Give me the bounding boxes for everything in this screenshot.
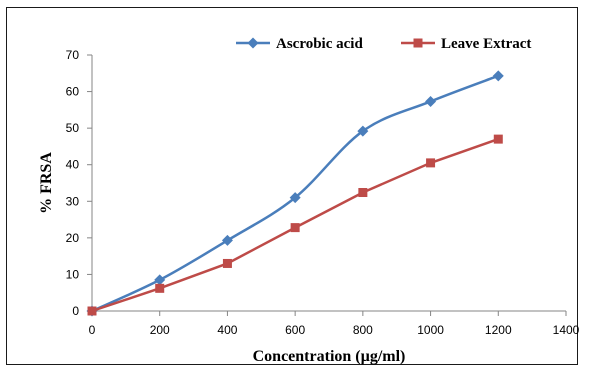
axes: 0 10 20 30 40 50 60 70 0 200 400 600 800 1000 1200 1400 [66,48,580,337]
y-tick-label: 0 [72,304,79,318]
x-tick-label: 1400 [553,323,580,337]
data-point [154,274,166,286]
y-tick-label: 70 [66,48,80,62]
data-point [358,188,368,198]
x-axis-title: Concentration (µg/ml) [253,348,406,365]
legend-swatch-marker [413,38,423,48]
chart-frame [6,7,578,365]
y-tick-label: 60 [66,85,80,99]
series-layer [86,70,504,317]
data-point [492,70,504,82]
legend-item: Ascrobic acid [236,36,363,52]
y-tick-label: 40 [66,158,80,172]
data-point [357,125,369,137]
series-ascrobic-acid [86,70,504,317]
x-tick-label: 200 [150,323,170,337]
y-tick-label: 20 [66,231,80,245]
data-point [221,234,233,246]
data-point [493,134,503,144]
x-tick-label: 400 [217,323,237,337]
data-point [289,192,301,204]
data-point [425,95,437,107]
x-tick-label: 600 [285,323,305,337]
y-tick-label: 10 [66,267,80,281]
data-point [426,158,436,168]
legend-label: Leave Extract [441,36,531,52]
x-tick-label: 800 [353,323,373,337]
data-point [222,258,232,268]
x-tick-label: 1200 [485,323,512,337]
data-point [87,306,97,316]
data-point [290,223,300,233]
x-tick-label: 1000 [417,323,444,337]
y-axis-title: % FRSA [38,152,55,214]
legend-swatch-marker [247,37,259,49]
legend: Ascrobic acid Leave Extract [236,36,531,52]
legend-label: Ascrobic acid [276,36,363,52]
x-tick-label: 0 [89,323,96,337]
y-tick-label: 30 [66,194,80,208]
series-leave-extract [87,134,503,316]
data-point [155,283,165,293]
y-tick-label: 50 [66,121,80,135]
legend-item: Leave Extract [401,36,531,52]
